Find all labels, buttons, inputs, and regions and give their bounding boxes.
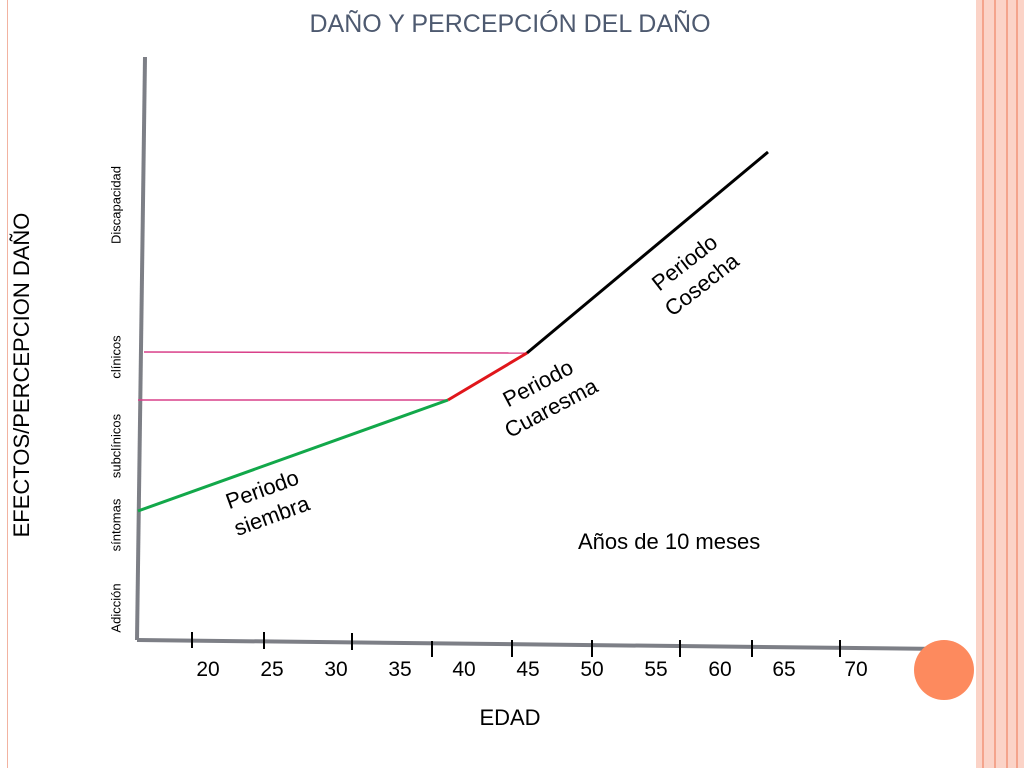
y-category-adiccion: Adicción <box>108 583 124 633</box>
x-tick-40: 40 <box>452 658 476 681</box>
x-tick-65: 65 <box>772 658 796 681</box>
x-tick-20: 20 <box>196 658 220 681</box>
x-tick-70: 70 <box>844 658 868 681</box>
y-category-subclinicos: subclínicos <box>108 413 124 479</box>
right-border-line-2 <box>994 0 996 768</box>
x-tick-50: 50 <box>580 658 604 681</box>
decorative-circle <box>914 640 974 700</box>
x-tick-30: 30 <box>324 658 348 681</box>
y-axis-label: EFECTOS/PERCEPCION DAÑO <box>9 212 34 538</box>
x-tick-35: 35 <box>388 658 412 681</box>
x-axis <box>136 638 945 651</box>
slide-title: DAÑO Y PERCEPCIÓN DEL DAÑO <box>309 10 711 38</box>
x-tick-60: 60 <box>708 658 732 681</box>
y-category-clinicos: clínicos <box>108 335 124 379</box>
note-text: Años de 10 meses <box>578 529 761 554</box>
right-border-line-3 <box>1006 0 1008 768</box>
x-tick-45: 45 <box>516 658 540 681</box>
reference-line-clinicos <box>143 351 528 354</box>
y-axis <box>135 56 147 641</box>
x-tick-marks <box>191 632 841 657</box>
segment-siembra <box>137 398 449 513</box>
y-category-sintomas: síntomas <box>108 498 124 552</box>
left-border-line <box>7 0 8 768</box>
segment-cuaresma <box>447 351 528 402</box>
right-border-line-4 <box>1016 0 1018 768</box>
segment-cosecha <box>526 150 769 355</box>
right-border-line-1 <box>982 0 984 768</box>
x-tick-55: 55 <box>644 658 668 681</box>
x-axis-label: EDAD <box>479 705 541 730</box>
y-category-discapacidad: Discapacidad <box>108 165 124 245</box>
x-tick-25: 25 <box>260 658 284 681</box>
